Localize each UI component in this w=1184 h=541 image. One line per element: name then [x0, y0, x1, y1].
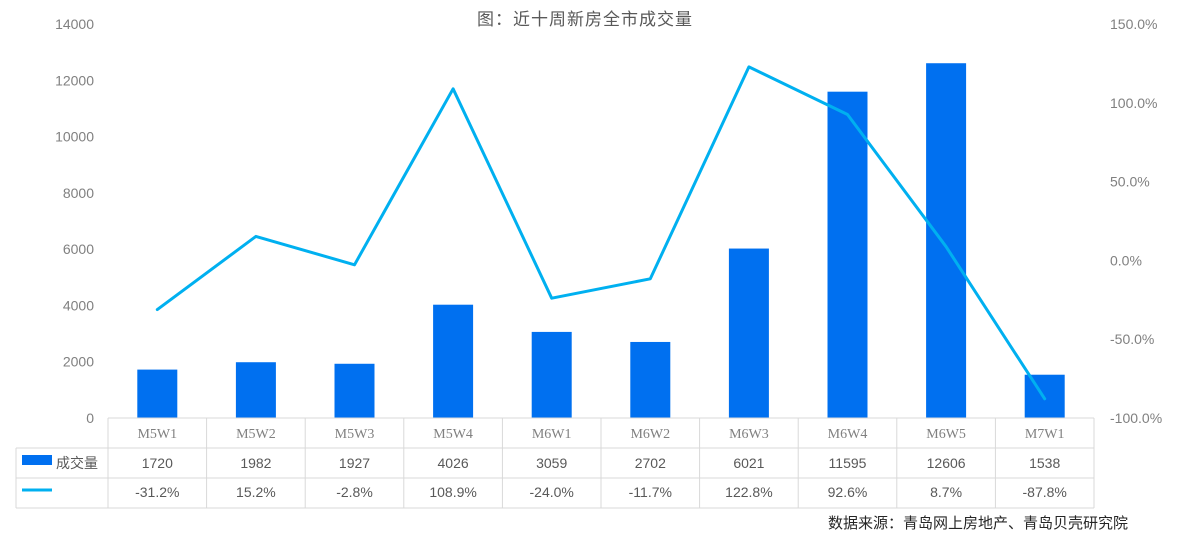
table-cell-percent: 15.2% — [236, 484, 276, 500]
right-axis-tick-label: 100.0% — [1110, 95, 1157, 111]
table-cell-value: 3059 — [536, 455, 567, 471]
right-axis-tick-label: -100.0% — [1110, 410, 1162, 426]
table-cell-value: 11595 — [829, 455, 867, 471]
bar — [334, 363, 375, 418]
category-label: M5W4 — [433, 427, 473, 442]
table-cell-percent: -87.8% — [1023, 484, 1067, 500]
bar — [728, 248, 769, 418]
category-label: M6W5 — [926, 427, 966, 442]
category-label: M6W3 — [729, 427, 769, 442]
category-label: M6W4 — [828, 427, 868, 442]
table-cell-percent: -2.8% — [336, 484, 373, 500]
category-label: M5W3 — [335, 427, 375, 442]
bar — [531, 331, 572, 418]
left-axis-tick-label: 12000 — [55, 72, 94, 88]
category-label: M7W1 — [1025, 427, 1065, 442]
legend-bar-swatch — [22, 455, 52, 465]
category-label: M5W2 — [236, 427, 276, 442]
left-y-axis: 0 2000 4000 6000 8000 10000 12000 14000 — [55, 16, 94, 426]
legend-bar-label: 成交量 — [56, 455, 98, 472]
table-cell-value: 4026 — [438, 455, 469, 471]
table-cell-percent: 108.9% — [429, 484, 476, 500]
table-cell-value: 12606 — [927, 455, 966, 471]
table-cell-value: 1982 — [240, 455, 271, 471]
bar — [235, 362, 276, 418]
right-axis-tick-label: 0.0% — [1110, 252, 1142, 268]
bar — [827, 91, 868, 419]
right-y-axis: -100.0% -50.0% 0.0% 50.0% 100.0% 150.0% — [1110, 16, 1162, 426]
data-table: M5W1 M5W2 M5W3 M5W4 M6W1 M6W2 M6W3 M6W4 M6W5 M7W1… — [15, 417, 1095, 509]
right-axis-tick-label: 150.0% — [1110, 16, 1157, 32]
table-cell-value: 1538 — [1029, 455, 1060, 471]
table-cell-percent: -11.7% — [629, 484, 672, 500]
left-axis-tick-label: 4000 — [63, 297, 94, 313]
bar — [433, 304, 474, 418]
category-label: M6W2 — [630, 427, 670, 442]
left-axis-tick-label: 6000 — [63, 241, 94, 257]
left-axis-tick-label: 2000 — [63, 354, 94, 370]
right-axis-tick-label: -50.0% — [1110, 331, 1154, 347]
bar — [137, 369, 178, 418]
table-cell-value: 1720 — [142, 455, 173, 471]
left-axis-tick-label: 10000 — [55, 129, 94, 145]
table-cell-value: 6021 — [733, 455, 764, 471]
category-label: M6W1 — [532, 427, 572, 442]
right-axis-tick-label: 50.0% — [1110, 174, 1150, 190]
bar — [926, 63, 967, 419]
table-cell-percent: 122.8% — [725, 484, 772, 500]
bar-series — [137, 63, 1065, 419]
chart-title: 图：近十周新房全市成交量 — [477, 10, 693, 30]
left-axis-tick-label: 14000 — [55, 16, 94, 32]
category-label: M5W1 — [137, 427, 177, 442]
table-cell-percent: 8.7% — [930, 484, 962, 500]
table-cell-percent: 92.6% — [828, 484, 868, 500]
line-series-path — [155, 65, 1047, 401]
table-cell-value: 2702 — [635, 455, 666, 471]
left-axis-tick-label: 0 — [86, 410, 94, 426]
source-note: 数据来源：青岛网上房地产、青岛贝壳研究院 — [828, 514, 1128, 532]
line-series — [155, 65, 1047, 401]
table-cell-percent: -24.0% — [530, 484, 574, 500]
bar — [630, 341, 671, 418]
table-cell-value: 1927 — [339, 455, 370, 471]
table-cell-percent: -31.2% — [135, 484, 179, 500]
left-axis-tick-label: 8000 — [63, 185, 94, 201]
